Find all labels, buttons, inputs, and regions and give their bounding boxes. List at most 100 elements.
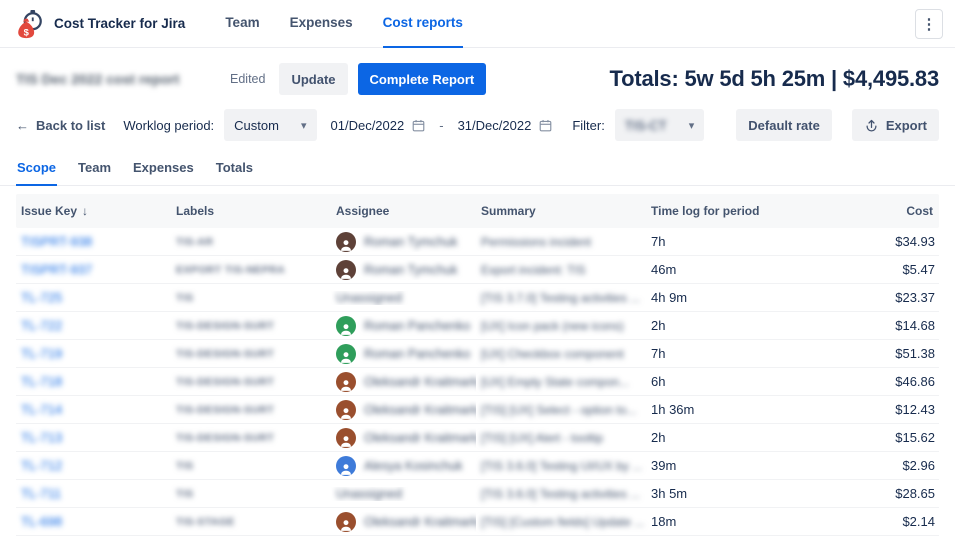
- assignee-name: Roman Tymchuk: [364, 262, 458, 277]
- scope-table: Issue Key ↓ Labels Assignee Summary Time…: [16, 194, 939, 536]
- back-arrow-icon: ←: [16, 117, 29, 133]
- header-labels: Labels: [176, 204, 215, 218]
- time-log-cell: 18m: [651, 514, 677, 529]
- tab-expenses[interactable]: Expenses: [133, 160, 194, 175]
- assignee-name: Oleksandr Kraitmarkyi: [364, 430, 476, 445]
- issue-key-link[interactable]: TL-711: [21, 486, 62, 501]
- cost-cell: $28.65: [895, 486, 935, 501]
- header-cost: Cost: [906, 204, 933, 218]
- assignee-cell: Oleksandr Kraitmarkyi: [331, 399, 476, 420]
- assignee-cell: Oleksandr Kraitmarkyi: [331, 511, 476, 532]
- table-row[interactable]: TL-719 TIS-DESIGN-SURT Roman Panchenko […: [16, 340, 939, 368]
- sort-desc-icon: ↓: [82, 204, 89, 218]
- summary-cell: [TIS] [Custom fields] Update ...: [481, 514, 645, 529]
- default-rate-button[interactable]: Default rate: [736, 109, 832, 141]
- summary-cell: [TIS] [UX] Select - option to...: [481, 402, 637, 417]
- table-row[interactable]: TL-712 TIS Alesya Kosinchuk [TIS 3.6.0] …: [16, 452, 939, 480]
- assignee-cell: Roman Panchenko: [331, 343, 476, 364]
- issue-key-link[interactable]: TL-698: [21, 514, 63, 529]
- cost-cell: $14.68: [895, 318, 935, 333]
- time-log-cell: 3h 5m: [651, 486, 688, 501]
- assignee-cell: Unassigned: [331, 487, 476, 501]
- table-header-row: Issue Key ↓ Labels Assignee Summary Time…: [16, 194, 939, 228]
- complete-report-button[interactable]: Complete Report: [357, 63, 487, 95]
- table-row[interactable]: TL-711 TIS Unassigned [TIS 3.6.0] Testin…: [16, 480, 939, 508]
- cost-cell: $15.62: [895, 430, 935, 445]
- table-row[interactable]: TISPRT-937 EXPORT TIS-NEPRA Roman Tymchu…: [16, 256, 939, 284]
- date-separator: -: [439, 117, 444, 133]
- filter-value: TIS-CT: [624, 117, 667, 133]
- toolbar-right-actions: Default rate Export: [736, 109, 939, 141]
- date-to-field[interactable]: 31/Dec/2022: [454, 118, 557, 133]
- time-log-cell: 2h: [651, 430, 666, 445]
- header-time-log: Time log for period: [651, 204, 760, 218]
- filter-select[interactable]: TIS-CT ▾: [614, 109, 705, 141]
- worklog-period-select[interactable]: Custom ▾: [224, 109, 317, 141]
- time-log-cell: 1h 36m: [651, 402, 695, 417]
- issue-key-link[interactable]: TL-712: [21, 458, 63, 473]
- summary-cell: Permissions incident: [481, 234, 592, 249]
- back-to-list-link[interactable]: ← Back to list: [16, 118, 105, 133]
- top-nav: Team Expenses Cost reports: [225, 0, 463, 48]
- table-row[interactable]: TL-722 TIS-DESIGN-SURT Roman Panchenko […: [16, 312, 939, 340]
- issue-key-link[interactable]: TL-713: [21, 430, 63, 445]
- issue-key-link[interactable]: TL-714: [21, 402, 63, 417]
- cost-cell: $51.38: [895, 346, 935, 361]
- update-button[interactable]: Update: [279, 63, 348, 95]
- export-button[interactable]: Export: [851, 109, 939, 141]
- tab-team[interactable]: Team: [78, 160, 112, 175]
- issue-key-link[interactable]: TL-722: [21, 318, 63, 333]
- labels-cell: TIS-AR: [176, 235, 214, 248]
- avatar: [336, 371, 356, 392]
- time-log-cell: 46m: [651, 262, 677, 277]
- cost-cell: $46.86: [895, 374, 935, 389]
- avatar: [336, 455, 356, 476]
- summary-cell: Export incident: TIS: [481, 262, 586, 277]
- assignee-cell: Alesya Kosinchuk: [331, 455, 476, 476]
- issue-key-link[interactable]: TL-718: [21, 374, 63, 389]
- assignee-name: Oleksandr Kraitmarkyi: [364, 374, 476, 389]
- date-from-field[interactable]: 01/Dec/2022: [327, 118, 430, 133]
- nav-item-cost-reports[interactable]: Cost reports: [382, 0, 463, 48]
- table-row[interactable]: TL-713 TIS-DESIGN-SURT Oleksandr Kraitma…: [16, 424, 939, 452]
- assignee-name: Unassigned: [336, 290, 403, 305]
- labels-cell: TIS-STAGE: [176, 515, 235, 528]
- nav-item-expenses[interactable]: Expenses: [289, 15, 353, 30]
- issue-key-link[interactable]: TL-725: [21, 290, 63, 305]
- filter-label: Filter:: [572, 117, 605, 133]
- assignee-cell: Roman Panchenko: [331, 315, 476, 336]
- tab-totals[interactable]: Totals: [215, 160, 254, 175]
- time-log-cell: 2h: [651, 318, 666, 333]
- labels-cell: TIS-DESIGN-SURT: [176, 319, 275, 332]
- date-to-value: 31/Dec/2022: [457, 117, 532, 133]
- issue-key-link[interactable]: TL-719: [21, 346, 63, 361]
- chevron-down-icon: ▾: [688, 119, 695, 132]
- nav-item-team[interactable]: Team: [225, 15, 260, 30]
- labels-cell: TIS: [176, 291, 194, 304]
- labels-cell: TIS: [176, 459, 194, 472]
- labels-cell: TIS-DESIGN-SURT: [176, 403, 275, 416]
- issue-key-link[interactable]: TISPRT-938: [21, 234, 93, 249]
- header-issue-key[interactable]: Issue Key ↓: [16, 204, 171, 218]
- report-toolbar: ← Back to list Worklog period: Custom ▾ …: [0, 104, 955, 154]
- assignee-cell: Oleksandr Kraitmarkyi: [331, 427, 476, 448]
- tab-scope[interactable]: Scope: [16, 154, 58, 186]
- labels-cell: TIS-DESIGN-SURT: [176, 375, 275, 388]
- issue-key-link[interactable]: TISPRT-937: [21, 262, 93, 277]
- cost-cell: $5.47: [902, 262, 935, 277]
- table-row[interactable]: TL-725 TIS Unassigned [TIS 3.7.0] Testin…: [16, 284, 939, 312]
- kebab-menu-icon[interactable]: ⋮: [915, 8, 943, 39]
- table-row[interactable]: TL-718 TIS-DESIGN-SURT Oleksandr Kraitma…: [16, 368, 939, 396]
- table-row[interactable]: TL-714 TIS-DESIGN-SURT Oleksandr Kraitma…: [16, 396, 939, 424]
- table-row[interactable]: TISPRT-938 TIS-AR Roman Tymchuk Permissi…: [16, 228, 939, 256]
- report-header: TIS Dec 2022 cost report Edited Update C…: [0, 48, 955, 104]
- labels-cell: TIS: [176, 487, 194, 500]
- cost-cell: $12.43: [895, 402, 935, 417]
- summary-cell: [TIS 3.6.0] Testing UI/UX by ...: [481, 458, 643, 473]
- assignee-name: Roman Panchenko: [364, 346, 471, 361]
- worklog-period-label: Worklog period:: [123, 117, 215, 133]
- cost-cell: $34.93: [895, 234, 935, 249]
- table-row[interactable]: TL-698 TIS-STAGE Oleksandr Kraitmarkyi […: [16, 508, 939, 536]
- cost-cell: $2.14: [902, 514, 935, 529]
- time-log-cell: 7h: [651, 346, 666, 361]
